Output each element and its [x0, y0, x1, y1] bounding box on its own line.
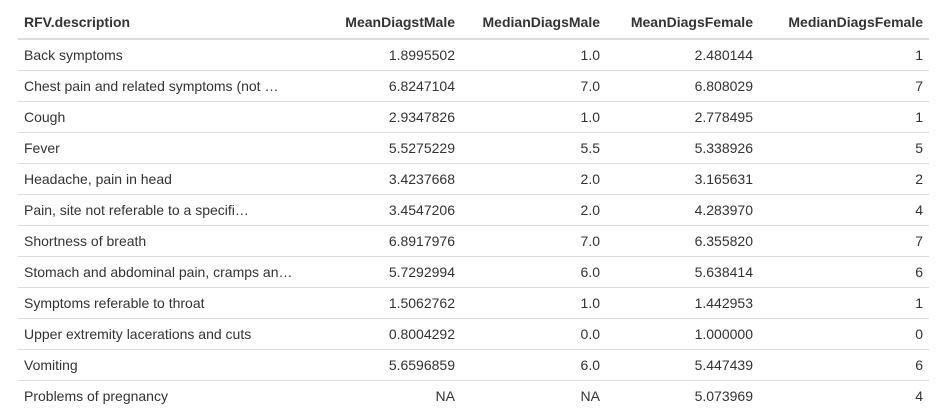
cell-mean-diags-female: 1.442953: [606, 287, 759, 319]
column-header-rfv-description[interactable]: RFV.description: [18, 6, 314, 40]
table-row: Headache, pain in head 3.4237668 2.0 3.1656…: [18, 163, 929, 195]
table-row: Chest pain and related symptoms (not … 6.…: [18, 70, 929, 102]
cell-mean-diags-female: 6.355820: [606, 225, 759, 257]
column-header-median-diags-male[interactable]: MedianDiagsMale: [461, 6, 606, 40]
cell-mean-diags-female: 2.778495: [606, 101, 759, 133]
cell-median-diags-female: 6: [759, 349, 929, 381]
cell-median-diags-male: 1.0: [461, 287, 606, 319]
cell-median-diags-female: 2: [759, 163, 929, 195]
cell-rfv-description: Fever: [18, 132, 314, 164]
cell-mean-diags-female: 6.808029: [606, 70, 759, 102]
cell-mean-diags-male: 5.6596859: [314, 349, 461, 381]
table-header: RFV.description MeanDiagstMale MedianDia…: [18, 6, 929, 40]
cell-rfv-description: Upper extremity lacerations and cuts: [18, 318, 314, 350]
cell-median-diags-female: 1: [759, 101, 929, 133]
cell-median-diags-female: 0: [759, 318, 929, 350]
cell-median-diags-male: 0.0: [461, 318, 606, 350]
cell-mean-diags-female: 5.073969: [606, 380, 759, 411]
cell-mean-diags-male: 5.7292994: [314, 256, 461, 288]
cell-median-diags-female: 5: [759, 132, 929, 164]
cell-rfv-description: Back symptoms: [24, 47, 123, 63]
cell-rfv-description: Pain, site not referable to a specifi…: [18, 194, 314, 226]
table-row: Vomiting 5.6596859 6.0 5.447439 6: [18, 349, 929, 381]
cell-mean-diags-male: 6.8247104: [314, 70, 461, 102]
cell-mean-diags-female: 1.000000: [606, 318, 759, 350]
cell-rfv-description: Vomiting: [18, 349, 314, 381]
table-row: Shortness of breath 6.8917976 7.0 6.355820 7: [18, 225, 929, 257]
cell-median-diags-male: 6.0: [461, 349, 606, 381]
table-row: Fever 5.5275229 5.5 5.338926 5: [18, 132, 929, 164]
cell-mean-diags-female: 5.338926: [606, 132, 759, 164]
cell-rfv-description: Cough: [18, 101, 314, 133]
cell-rfv-description: Chest pain and related symptoms (not …: [18, 70, 314, 102]
column-header-mean-diags-female[interactable]: MeanDiagsFemale: [606, 6, 759, 40]
data-table-container: RFV.description MeanDiagstMale MedianDia…: [18, 6, 929, 411]
cell-mean-diags-male: 2.9347826: [314, 101, 461, 133]
cell-median-diags-male: 1.0: [461, 101, 606, 133]
table-row: Symptoms referable to throat 1.5062762 1.0…: [18, 287, 929, 319]
cell-mean-diags-female: 4.283970: [606, 194, 759, 226]
table-row: Stomach and abdominal pain, cramps an… 5.…: [18, 256, 929, 288]
cell-mean-diags-male: 1.8995502: [388, 47, 455, 63]
cell-rfv-description: Stomach and abdominal pain, cramps an…: [18, 256, 314, 288]
cell-mean-diags-male: 6.8917976: [314, 225, 461, 257]
cell-median-diags-male: 6.0: [461, 256, 606, 288]
header-row: RFV.description MeanDiagstMale MedianDia…: [18, 6, 929, 40]
cell-mean-diags-female: 2.480144: [694, 47, 753, 63]
cell-median-diags-female: 4: [759, 380, 929, 411]
cell-mean-diags-male: 5.5275229: [314, 132, 461, 164]
table-row: Upper extremity lacerations and cuts 0.80…: [18, 318, 929, 350]
cell-mean-diags-male: 1.5062762: [314, 287, 461, 319]
cell-rfv-description: Symptoms referable to throat: [18, 287, 314, 319]
cell-rfv-description: Problems of pregnancy: [18, 380, 314, 411]
column-header-median-diags-female[interactable]: MedianDiagsFemale: [759, 6, 929, 40]
table-row: Pain, site not referable to a specifi… 3.…: [18, 194, 929, 226]
cell-mean-diags-male: 0.8004292: [314, 318, 461, 350]
cell-mean-diags-male: 3.4547206: [314, 194, 461, 226]
cell-median-diags-female: 1: [915, 47, 923, 63]
cell-rfv-description: Shortness of breath: [18, 225, 314, 257]
table-body: Back symptoms 1.8995502 1.0 2.480144 1 Chest …: [18, 39, 929, 411]
cell-median-diags-male: 2.0: [461, 163, 606, 195]
cell-rfv-description: Headache, pain in head: [18, 163, 314, 195]
cell-median-diags-male: 1.0: [580, 47, 600, 63]
table-row: Problems of pregnancy NA NA 5.073969 4: [18, 380, 929, 411]
cell-mean-diags-male: NA: [314, 380, 461, 411]
cell-median-diags-male: 5.5: [461, 132, 606, 164]
cell-mean-diags-female: 3.165631: [606, 163, 759, 195]
data-table: RFV.description MeanDiagstMale MedianDia…: [18, 6, 929, 411]
table-row: Cough 2.9347826 1.0 2.778495 1: [18, 101, 929, 133]
cell-median-diags-female: 7: [759, 225, 929, 257]
cell-mean-diags-female: 5.638414: [606, 256, 759, 288]
cell-mean-diags-male: 3.4237668: [314, 163, 461, 195]
cell-median-diags-female: 7: [759, 70, 929, 102]
cell-median-diags-female: 1: [759, 287, 929, 319]
cell-mean-diags-female: 5.447439: [606, 349, 759, 381]
cell-median-diags-male: 2.0: [461, 194, 606, 226]
table-row: Back symptoms 1.8995502 1.0 2.480144 1: [18, 39, 929, 71]
cell-median-diags-male: 7.0: [461, 225, 606, 257]
cell-median-diags-female: 6: [759, 256, 929, 288]
column-header-mean-diags-male[interactable]: MeanDiagstMale: [314, 6, 461, 40]
cell-median-diags-male: NA: [461, 380, 606, 411]
cell-median-diags-male: 7.0: [461, 70, 606, 102]
cell-median-diags-female: 4: [759, 194, 929, 226]
